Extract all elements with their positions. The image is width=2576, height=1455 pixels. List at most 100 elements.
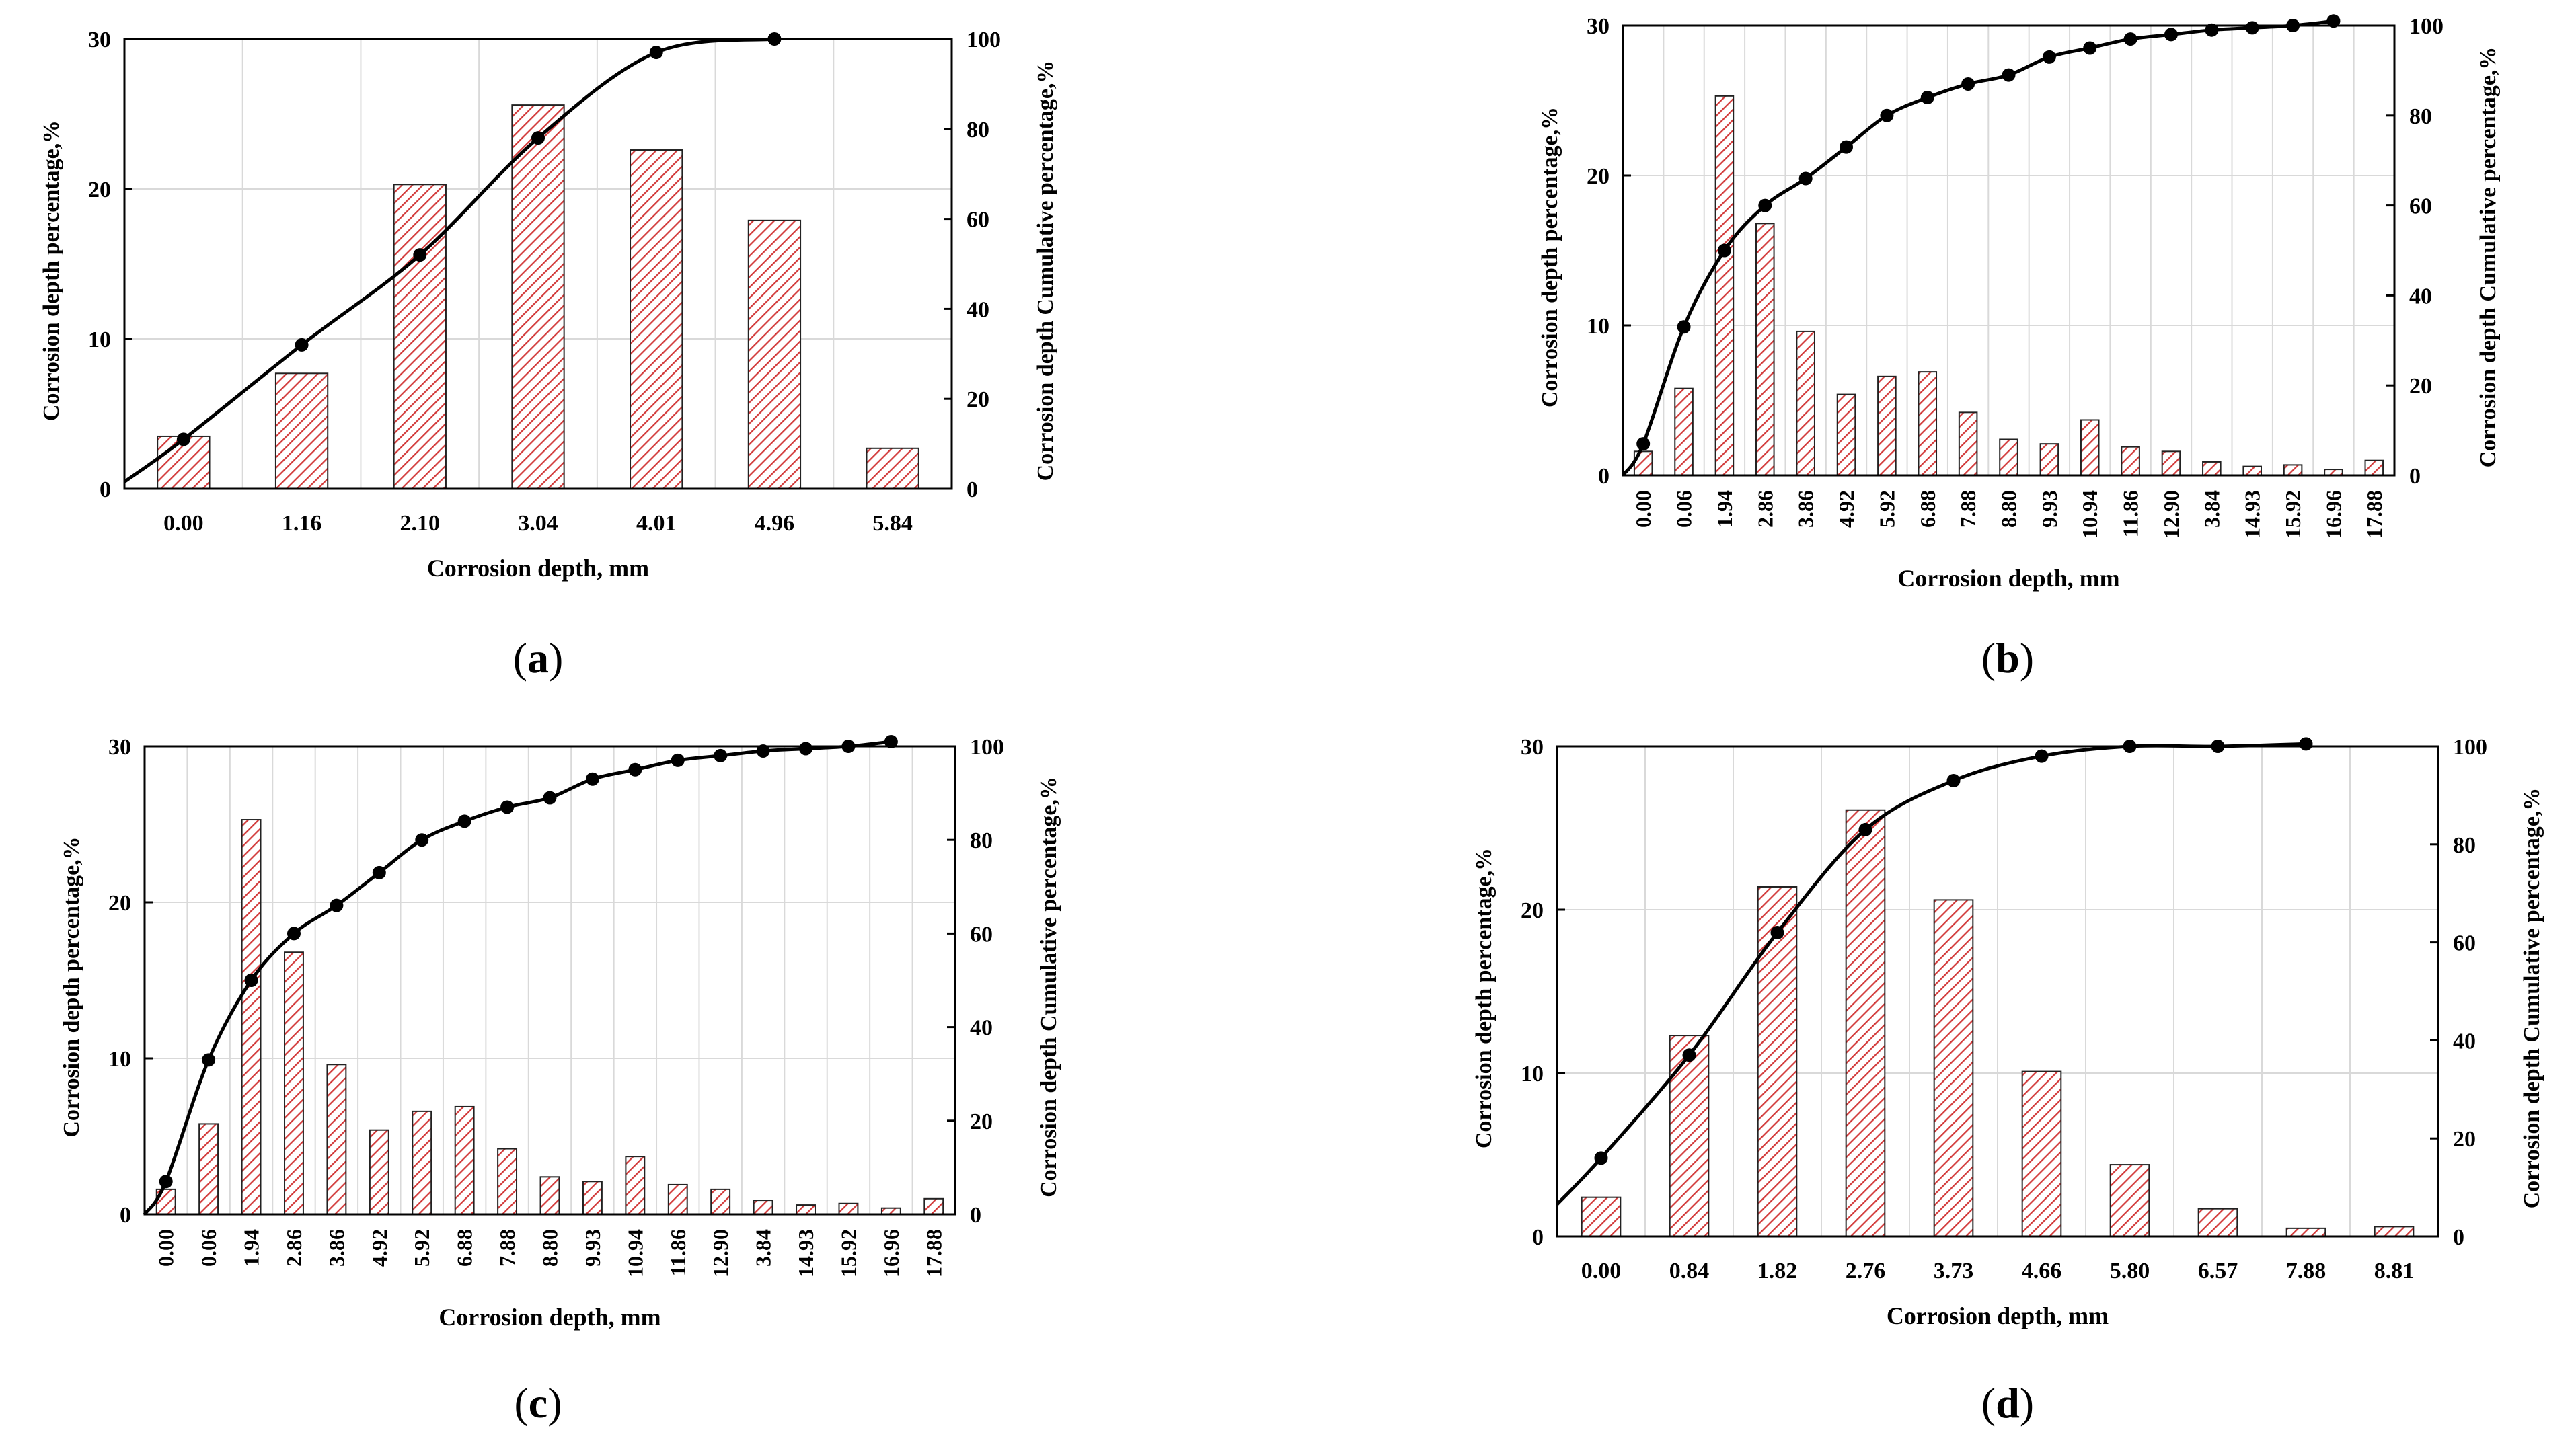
plot-frame (1556, 745, 2439, 1238)
cumulative-point-0.00 (159, 1175, 173, 1189)
y2-tick-label: 60 (970, 922, 993, 947)
chart-panel-d: 0 10 20 30 0 20 40 60 80 100 0.00 0.84 1.82 2.76 3.73 4… (1472, 735, 2544, 1427)
bar-3.84 (753, 1200, 773, 1215)
x-tick-label: 10.94 (623, 1229, 647, 1277)
x-tick-label: 1.94 (239, 1229, 264, 1267)
cumulative-point-2.76 (1858, 822, 1872, 836)
cumulative-point-10.94 (2083, 41, 2097, 55)
y2-tick-label: 60 (2409, 194, 2432, 219)
y2-tick-label: 80 (2409, 104, 2432, 129)
cumulative-point-2.10 (413, 248, 427, 262)
cumulative-point-7.88 (2299, 737, 2313, 751)
cumulative-point-1.82 (1770, 926, 1784, 940)
plot-frame (123, 38, 953, 490)
bar-0.84 (1669, 1035, 1710, 1237)
x-tick-label: 3.86 (1794, 490, 1818, 528)
x-tick-label: 7.88 (495, 1229, 519, 1267)
cumulative-point-3.04 (531, 131, 545, 145)
panel-label: (c) (514, 1379, 562, 1427)
cumulative-point-5.92 (415, 833, 429, 847)
y2-tick-label: 80 (2453, 833, 2476, 858)
bar-14.93 (2242, 465, 2262, 476)
panel-label: (d) (1981, 1379, 2034, 1427)
x-tick-label: 7.88 (1956, 490, 1980, 528)
y2-tick-label: 20 (2453, 1127, 2476, 1152)
x-tick-label: 0.00 (163, 511, 204, 536)
cumulative-point-6.88 (457, 814, 471, 828)
bar-8.81 (2374, 1226, 2415, 1238)
x-tick-label: 6.57 (2198, 1259, 2238, 1284)
x-tick-label: 2.76 (1846, 1259, 1886, 1284)
x-tick-label: 11.86 (666, 1229, 690, 1276)
bar-1.94 (1714, 95, 1735, 476)
x-tick-label: 0.00 (1581, 1259, 1622, 1284)
x-tick-label: 17.88 (921, 1229, 946, 1277)
bar-0.00 (155, 1188, 176, 1216)
x-tick-label: 15.92 (836, 1229, 860, 1277)
x-tick-label: 8.81 (2374, 1259, 2415, 1284)
cumulative-point-8.80 (2002, 68, 2016, 82)
cumulative-point-0.06 (1677, 320, 1691, 334)
y-tick-label: 20 (1521, 898, 1544, 923)
x-tick-label: 3.84 (2199, 490, 2224, 528)
bar-7.88 (2285, 1227, 2326, 1237)
bar-7.88 (497, 1148, 518, 1216)
chart-panel-c: 0 10 20 30 0 20 40 60 80 100 0.00 0.06 1.94 2.86 3.86 4… (59, 735, 1061, 1427)
plot-frame (1622, 24, 2396, 477)
y2-axis-title: Corrosion depth Cumulative percentage,% (1033, 61, 1058, 481)
x-tick-label: 3.04 (518, 511, 558, 536)
bar-2.86 (284, 951, 304, 1215)
bar-2.86 (1755, 223, 1775, 476)
cumulative-point-16.96 (2326, 14, 2341, 28)
x-tick-label: 4.92 (1834, 490, 1858, 528)
x-tick-label: 0.84 (1669, 1259, 1710, 1284)
cumulative-point-11.86 (2123, 32, 2137, 46)
x-tick-label: 3.73 (1934, 1259, 1974, 1284)
cumulative-point-10.94 (628, 762, 642, 777)
bar-5.80 (2109, 1164, 2150, 1237)
x-tick-label: 0.00 (1631, 490, 1655, 528)
bar-0.06 (198, 1123, 219, 1215)
x-tick-label: 10.94 (2078, 490, 2102, 539)
x-tick-label: 16.96 (2321, 490, 2345, 539)
x-tick-label: 8.80 (1997, 490, 2021, 528)
cumulative-point-3.84 (756, 744, 770, 758)
bar-9.93 (582, 1181, 603, 1216)
y2-axis-title: Corrosion depth Cumulative percentage,% (2520, 788, 2544, 1209)
bar-2.76 (1845, 809, 1886, 1237)
x-tick-label: 5.92 (1874, 490, 1899, 528)
bar-5.92 (1877, 375, 1897, 476)
x-tick-label: 2.86 (1753, 490, 1777, 528)
cumulative-point-7.88 (500, 800, 515, 814)
y2-tick-label: 100 (2409, 14, 2444, 39)
cumulative-point-2.86 (287, 927, 301, 941)
y2-tick-label: 0 (2409, 464, 2421, 489)
x-tick-label: 1.16 (282, 511, 322, 536)
cumulative-point-14.93 (2245, 21, 2259, 35)
cumulative-point-5.92 (1880, 108, 1894, 122)
x-tick-label: 7.88 (2286, 1259, 2326, 1284)
x-tick-label: 4.92 (367, 1229, 391, 1267)
cumulative-point-8.80 (543, 791, 557, 805)
y-tick-label: 30 (108, 735, 131, 760)
bar-7.88 (1958, 411, 1978, 477)
x-axis-title: Corrosion depth, mm (439, 1304, 660, 1331)
panel-label: (a) (513, 634, 564, 682)
cumulative-point-3.86 (1798, 171, 1813, 186)
x-tick-label: 1.82 (1757, 1259, 1798, 1284)
y2-axis-title: Corrosion depth Cumulative percentage,% (2476, 47, 2501, 468)
y-tick-label: 0 (100, 477, 111, 502)
x-tick-label: 14.93 (2240, 490, 2265, 539)
cumulative-point-9.93 (2042, 50, 2056, 64)
y-tick-label: 10 (88, 327, 111, 352)
cumulative-point-1.94 (244, 974, 258, 987)
chart-panel-a: 0 10 20 30 0 20 40 60 80 100 0.00 1.16 2.10 3.04 4.01 4… (39, 28, 1058, 682)
cumulative-point-14.93 (799, 742, 813, 756)
cumulative-point-9.93 (585, 772, 599, 786)
y2-tick-label: 0 (967, 477, 978, 502)
x-tick-label: 4.01 (636, 511, 677, 536)
bar-15.92 (838, 1202, 859, 1216)
bar-17.88 (2364, 459, 2384, 477)
y2-tick-label: 40 (2409, 284, 2432, 309)
x-tick-label: 3.86 (324, 1229, 348, 1267)
